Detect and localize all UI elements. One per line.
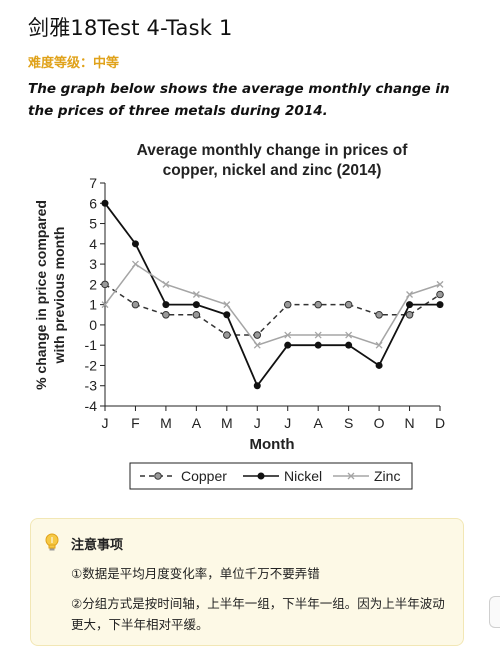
- legend-label-zinc: Zinc: [374, 468, 400, 484]
- y-tick-label: 1: [89, 297, 97, 313]
- difficulty-label: 难度等级：中等: [28, 56, 120, 71]
- x-tick-label: A: [314, 415, 324, 431]
- data-point-nickel: [162, 301, 170, 309]
- y-tick-label: 7: [89, 175, 97, 191]
- series-line-zinc: [104, 263, 441, 347]
- notes-heading: 注意事项: [71, 538, 124, 553]
- chart-title-line: copper, nickel and zinc (2014): [163, 162, 382, 179]
- data-point-copper: [314, 300, 322, 309]
- x-axis-label: Month: [250, 436, 295, 453]
- data-point-zinc: [223, 301, 231, 309]
- data-point-zinc: [406, 291, 414, 298]
- x-tick-label: O: [374, 415, 385, 431]
- data-point-zinc: [436, 280, 444, 288]
- data-point-copper: [192, 310, 201, 319]
- x-tick-label: J: [254, 415, 261, 431]
- y-tick-label: -2: [85, 357, 98, 373]
- data-point-nickel: [253, 382, 261, 390]
- y-tick-label: 0: [89, 317, 97, 333]
- y-tick-label: 2: [89, 276, 97, 292]
- legend-marker-zinc: [347, 472, 355, 480]
- data-point-nickel: [345, 341, 353, 349]
- data-point-zinc: [314, 331, 322, 339]
- legend-marker-nickel: [257, 472, 265, 480]
- data-point-nickel: [223, 311, 231, 319]
- series-line-copper: [104, 283, 441, 336]
- data-point-zinc: [375, 341, 383, 349]
- data-point-copper: [436, 290, 444, 299]
- lightbulb-icon: [45, 533, 59, 551]
- x-tick-label: J: [284, 415, 291, 431]
- data-point-copper: [375, 310, 383, 319]
- chart-title-line: Average monthly change in prices of: [137, 142, 409, 159]
- series-line-nickel: [104, 202, 440, 388]
- data-point-zinc: [253, 341, 261, 349]
- data-point-copper: [344, 300, 353, 309]
- x-tick-label: M: [160, 415, 172, 431]
- data-point-copper: [131, 300, 140, 309]
- y-tick-label: 4: [89, 236, 97, 252]
- data-point-zinc: [101, 301, 109, 309]
- data-point-nickel: [284, 341, 292, 349]
- data-point-copper: [283, 300, 292, 309]
- legend-label-nickel: Nickel: [284, 468, 322, 484]
- x-tick-label: N: [404, 415, 414, 431]
- task-prompt: The graph below shows the average monthl…: [28, 81, 450, 119]
- x-tick-label: J: [102, 415, 109, 431]
- data-point-copper: [101, 280, 109, 289]
- line-chart: Average monthly change in prices of coppe…: [33, 142, 445, 490]
- note-point-2: ②分组方式是按时间轴，上半年一组，下半年一组。因为上半年波动更大，下半年相对平缓…: [71, 596, 445, 632]
- y-tick-label: -4: [85, 398, 98, 414]
- data-point-copper: [162, 310, 170, 319]
- y-tick-label: 6: [89, 195, 97, 211]
- data-point-zinc: [131, 260, 139, 268]
- x-tick-label: S: [344, 415, 353, 431]
- data-point-copper: [405, 310, 414, 319]
- x-tick-label: D: [435, 415, 445, 431]
- data-point-nickel: [436, 301, 444, 309]
- data-point-zinc: [284, 331, 292, 339]
- y-axis-label-line: with previous month: [51, 227, 67, 365]
- x-tick-label: A: [192, 415, 202, 431]
- side-panel-handle[interactable]: [489, 596, 500, 628]
- page-title: 剑雅18Test 4-Task 1: [28, 16, 233, 40]
- notes-box: 注意事项 ①数据是平均月度变化率，单位千万不要弄错 ②分组方式是按时间轴，上半年…: [30, 518, 464, 646]
- y-tick-label: -1: [85, 337, 98, 353]
- data-point-nickel: [406, 301, 414, 309]
- x-tick-label: M: [221, 415, 233, 431]
- data-point-zinc: [192, 291, 200, 298]
- y-tick-label: 5: [89, 216, 97, 232]
- data-point-nickel: [101, 199, 109, 207]
- y-tick-label: 3: [89, 256, 97, 272]
- data-point-nickel: [375, 361, 383, 369]
- x-tick-label: F: [131, 415, 140, 431]
- data-point-nickel: [131, 240, 139, 248]
- legend-marker-copper: [154, 472, 162, 480]
- legend-label-copper: Copper: [181, 468, 227, 484]
- data-point-zinc: [345, 331, 353, 339]
- data-point-nickel: [192, 301, 200, 309]
- y-tick-label: -3: [85, 378, 98, 394]
- data-point-zinc: [162, 280, 170, 288]
- y-axis-label-line: % change in price compared: [33, 200, 49, 390]
- data-point-copper: [253, 331, 262, 339]
- data-point-copper: [223, 331, 231, 339]
- note-point-1: ①数据是平均月度变化率，单位千万不要弄错: [71, 566, 320, 581]
- data-point-nickel: [314, 341, 322, 349]
